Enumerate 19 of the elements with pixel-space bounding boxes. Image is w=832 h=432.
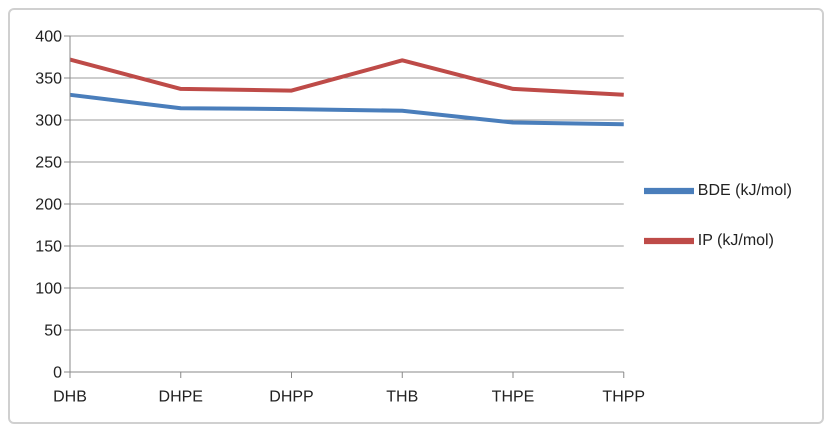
- x-tick-label: DHPE: [158, 388, 203, 406]
- y-tick-label: 0: [53, 364, 62, 382]
- line-series: [68, 92, 626, 126]
- y-tick-label: 100: [35, 280, 62, 298]
- x-tick-label: DHPP: [269, 388, 314, 406]
- legend-label: IP (kJ/mol): [698, 232, 774, 250]
- y-tick-label: 150: [35, 238, 62, 256]
- x-tick-label: THB: [386, 388, 418, 406]
- y-tick-label: 250: [35, 154, 62, 172]
- y-tick-label: 300: [35, 112, 62, 130]
- line-series: [68, 58, 626, 97]
- x-tick-label: DHB: [53, 388, 87, 406]
- y-tick-label: 350: [35, 70, 62, 88]
- y-tick-label: 400: [35, 28, 62, 46]
- y-tick-label: 50: [44, 322, 62, 340]
- x-tick-label: THPE: [492, 388, 534, 406]
- x-tick-label: THPP: [602, 388, 646, 406]
- legend-label: BDE (kJ/mol): [698, 182, 792, 200]
- y-tick-label: 200: [35, 196, 62, 214]
